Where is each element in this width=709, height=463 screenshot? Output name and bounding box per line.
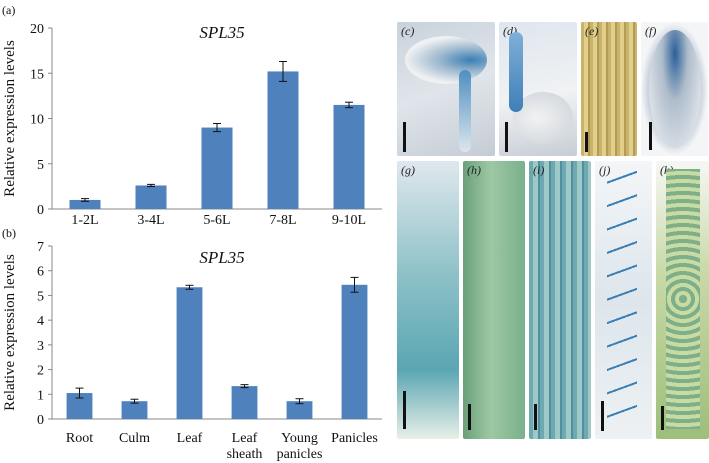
- x-tick-label: 3-4L: [137, 213, 164, 228]
- scale-bar: [505, 122, 508, 152]
- bar: [135, 185, 167, 209]
- photo-label: (h): [467, 163, 481, 177]
- y-tick-label: 3: [37, 339, 44, 354]
- bar: [341, 284, 368, 419]
- photo-label: (f): [645, 24, 657, 38]
- y-tick-label: 6: [37, 265, 44, 280]
- x-tick-label: 9-10L: [332, 213, 366, 228]
- scale-bar: [403, 391, 406, 429]
- photo-panel-i: (i): [529, 161, 591, 439]
- photo-panel-k: (k): [656, 161, 709, 439]
- photo-panel-f: (f): [641, 22, 708, 156]
- photo-label: (e): [585, 24, 599, 38]
- x-tick-label: Leaf sheath: [227, 431, 263, 462]
- y-axis-label: Relative expression levels: [2, 40, 18, 197]
- scale-bar: [649, 122, 652, 150]
- y-axis-label: Relative expression levels: [2, 254, 18, 411]
- y-tick-label: 0: [37, 203, 44, 218]
- seed-shape: [405, 36, 487, 84]
- panel-label: (b): [2, 226, 16, 240]
- y-tick-label: 5: [37, 158, 44, 173]
- y-tick-label: 4: [37, 314, 44, 329]
- photo-label: (i): [533, 163, 545, 177]
- scale-bar: [403, 122, 406, 152]
- panel-label: (a): [2, 3, 15, 17]
- bar: [286, 401, 313, 419]
- seed-shape: [649, 30, 701, 148]
- y-tick-label: 0: [37, 413, 44, 428]
- scale-bar: [468, 404, 471, 430]
- scale-bar: [661, 406, 664, 430]
- x-tick-label: Leaf: [177, 431, 203, 446]
- x-tick-label: 5-6L: [203, 213, 230, 228]
- y-tick-label: 2: [37, 364, 44, 379]
- y-tick-label: 10: [30, 113, 44, 128]
- chart-a: (a) SPL35 Relative expression levels 0 5 10 15…: [2, 3, 382, 228]
- photo-panel-j: (j): [595, 161, 652, 439]
- y-tick-label: 15: [30, 67, 44, 82]
- chart-b: (b) SPL35 Relative expression levels 0 1 2 3 4 5…: [2, 226, 382, 462]
- chart-title: SPL35: [199, 248, 244, 267]
- seed-shape: [513, 92, 573, 144]
- scale-bar: [601, 401, 604, 431]
- photo-panel-g: (g): [397, 161, 459, 439]
- y-tick-label: 1: [37, 388, 44, 403]
- y-tick-label: 20: [30, 22, 44, 37]
- photo-panel-h: (h): [463, 161, 525, 439]
- bar: [69, 199, 101, 209]
- x-tick-label: 1-2L: [71, 213, 98, 228]
- x-tick-label: Panicles: [331, 431, 378, 446]
- scale-bar: [585, 132, 588, 152]
- bar: [267, 71, 299, 209]
- photo-label: (c): [401, 24, 415, 38]
- bar: [231, 386, 258, 419]
- x-tick-label: Culm: [119, 431, 150, 446]
- photo-label: (g): [401, 163, 415, 177]
- panicle-branches: [607, 171, 637, 421]
- bar: [176, 287, 203, 419]
- panicle-grains: [666, 169, 700, 429]
- x-tick-label: Young panicles: [277, 431, 323, 462]
- scale-bar: [534, 404, 537, 430]
- chart-title: SPL35: [199, 23, 244, 42]
- x-tick-label: 7-8L: [269, 213, 296, 228]
- photo-panel-d: (d): [499, 22, 577, 156]
- photo-panel-e: (e): [581, 22, 637, 156]
- root-shape: [459, 70, 471, 152]
- shoot-shape: [509, 32, 523, 112]
- photo-panel-c: (c): [397, 22, 495, 156]
- bar: [201, 127, 233, 209]
- y-tick-label: 7: [37, 240, 44, 255]
- x-tick-label: Root: [66, 431, 93, 446]
- bar: [333, 104, 365, 209]
- y-tick-label: 5: [37, 289, 44, 304]
- bar: [121, 401, 148, 419]
- photo-label: (j): [599, 163, 611, 177]
